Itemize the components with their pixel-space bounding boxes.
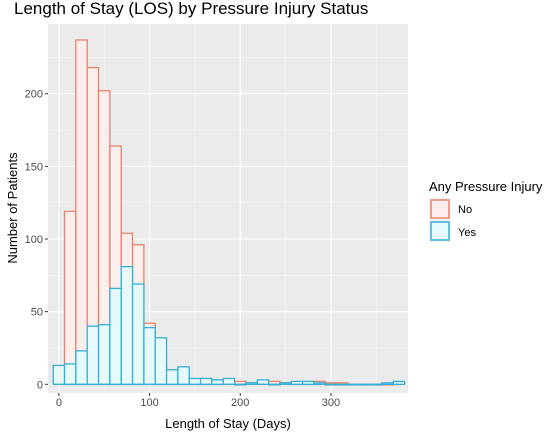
histogram-bar-yes (256, 379, 270, 385)
histogram-bar-yes (392, 380, 406, 385)
legend-title: Any Pressure Injury (429, 179, 543, 194)
histogram-bar-yes (52, 364, 66, 385)
y-tick-label: 0 (37, 379, 43, 391)
histogram-bar-yes (222, 377, 236, 385)
histogram-bar-yes (358, 383, 372, 386)
histogram-bar-yes (154, 337, 168, 385)
histogram-bar-yes (143, 326, 156, 385)
histogram-bar-no (75, 39, 88, 385)
y-tick-label: 150 (25, 161, 43, 173)
legend-label-no: No (458, 204, 472, 216)
histogram-bar-yes (211, 379, 224, 385)
y-tick-label: 50 (31, 307, 43, 319)
x-axis-title: Length of Stay (Days) (165, 416, 291, 431)
legend: Any Pressure Injury No Yes (429, 179, 543, 242)
histogram-bar-yes (301, 380, 315, 385)
histogram-bar-yes (335, 383, 349, 386)
histogram-bar-yes (165, 369, 179, 385)
chart-title: Length of Stay (LOS) by Pressure Injury … (14, 0, 368, 18)
histogram-bar-yes (381, 382, 394, 385)
bars-series-yes (52, 265, 406, 386)
legend-key-yes (430, 221, 450, 241)
histogram-bar-yes (86, 325, 100, 385)
histogram-bar-yes (109, 287, 122, 385)
x-axis: 0 100 200 300 (56, 393, 340, 409)
histogram-bar-yes (75, 350, 88, 385)
x-tick-label: 200 (231, 397, 249, 409)
histogram-bar-yes (290, 380, 304, 385)
histogram-bar-yes (313, 382, 326, 385)
y-tick-label: 100 (25, 234, 43, 246)
y-tick-label: 200 (25, 89, 43, 101)
x-tick-label: 300 (322, 397, 340, 409)
histogram-bar-yes (97, 324, 111, 385)
y-axis: 0 50 100 150 200 (25, 89, 48, 391)
histogram-bar-no (63, 210, 77, 385)
legend-label-yes: Yes (458, 227, 476, 239)
y-axis-title: Number of Patients (5, 152, 20, 264)
legend-key-no (430, 199, 450, 219)
histogram-bar-yes (233, 383, 247, 386)
histogram-bar-yes (267, 383, 281, 386)
histogram-bar-yes (188, 377, 202, 385)
x-tick-label: 100 (140, 397, 158, 409)
histogram-bar-yes (131, 283, 145, 385)
histogram-bar-yes (120, 265, 134, 385)
x-tick-label: 0 (56, 397, 62, 409)
histogram-bar-yes (279, 382, 292, 385)
histogram-bar-yes (177, 366, 190, 385)
histogram-bar-yes (347, 383, 360, 386)
histogram-bar-yes (369, 383, 383, 386)
histogram-bar-yes (245, 382, 258, 385)
histogram-bar-yes (199, 377, 213, 385)
histogram-bar-yes (63, 363, 77, 385)
histogram-bar-yes (324, 383, 338, 386)
